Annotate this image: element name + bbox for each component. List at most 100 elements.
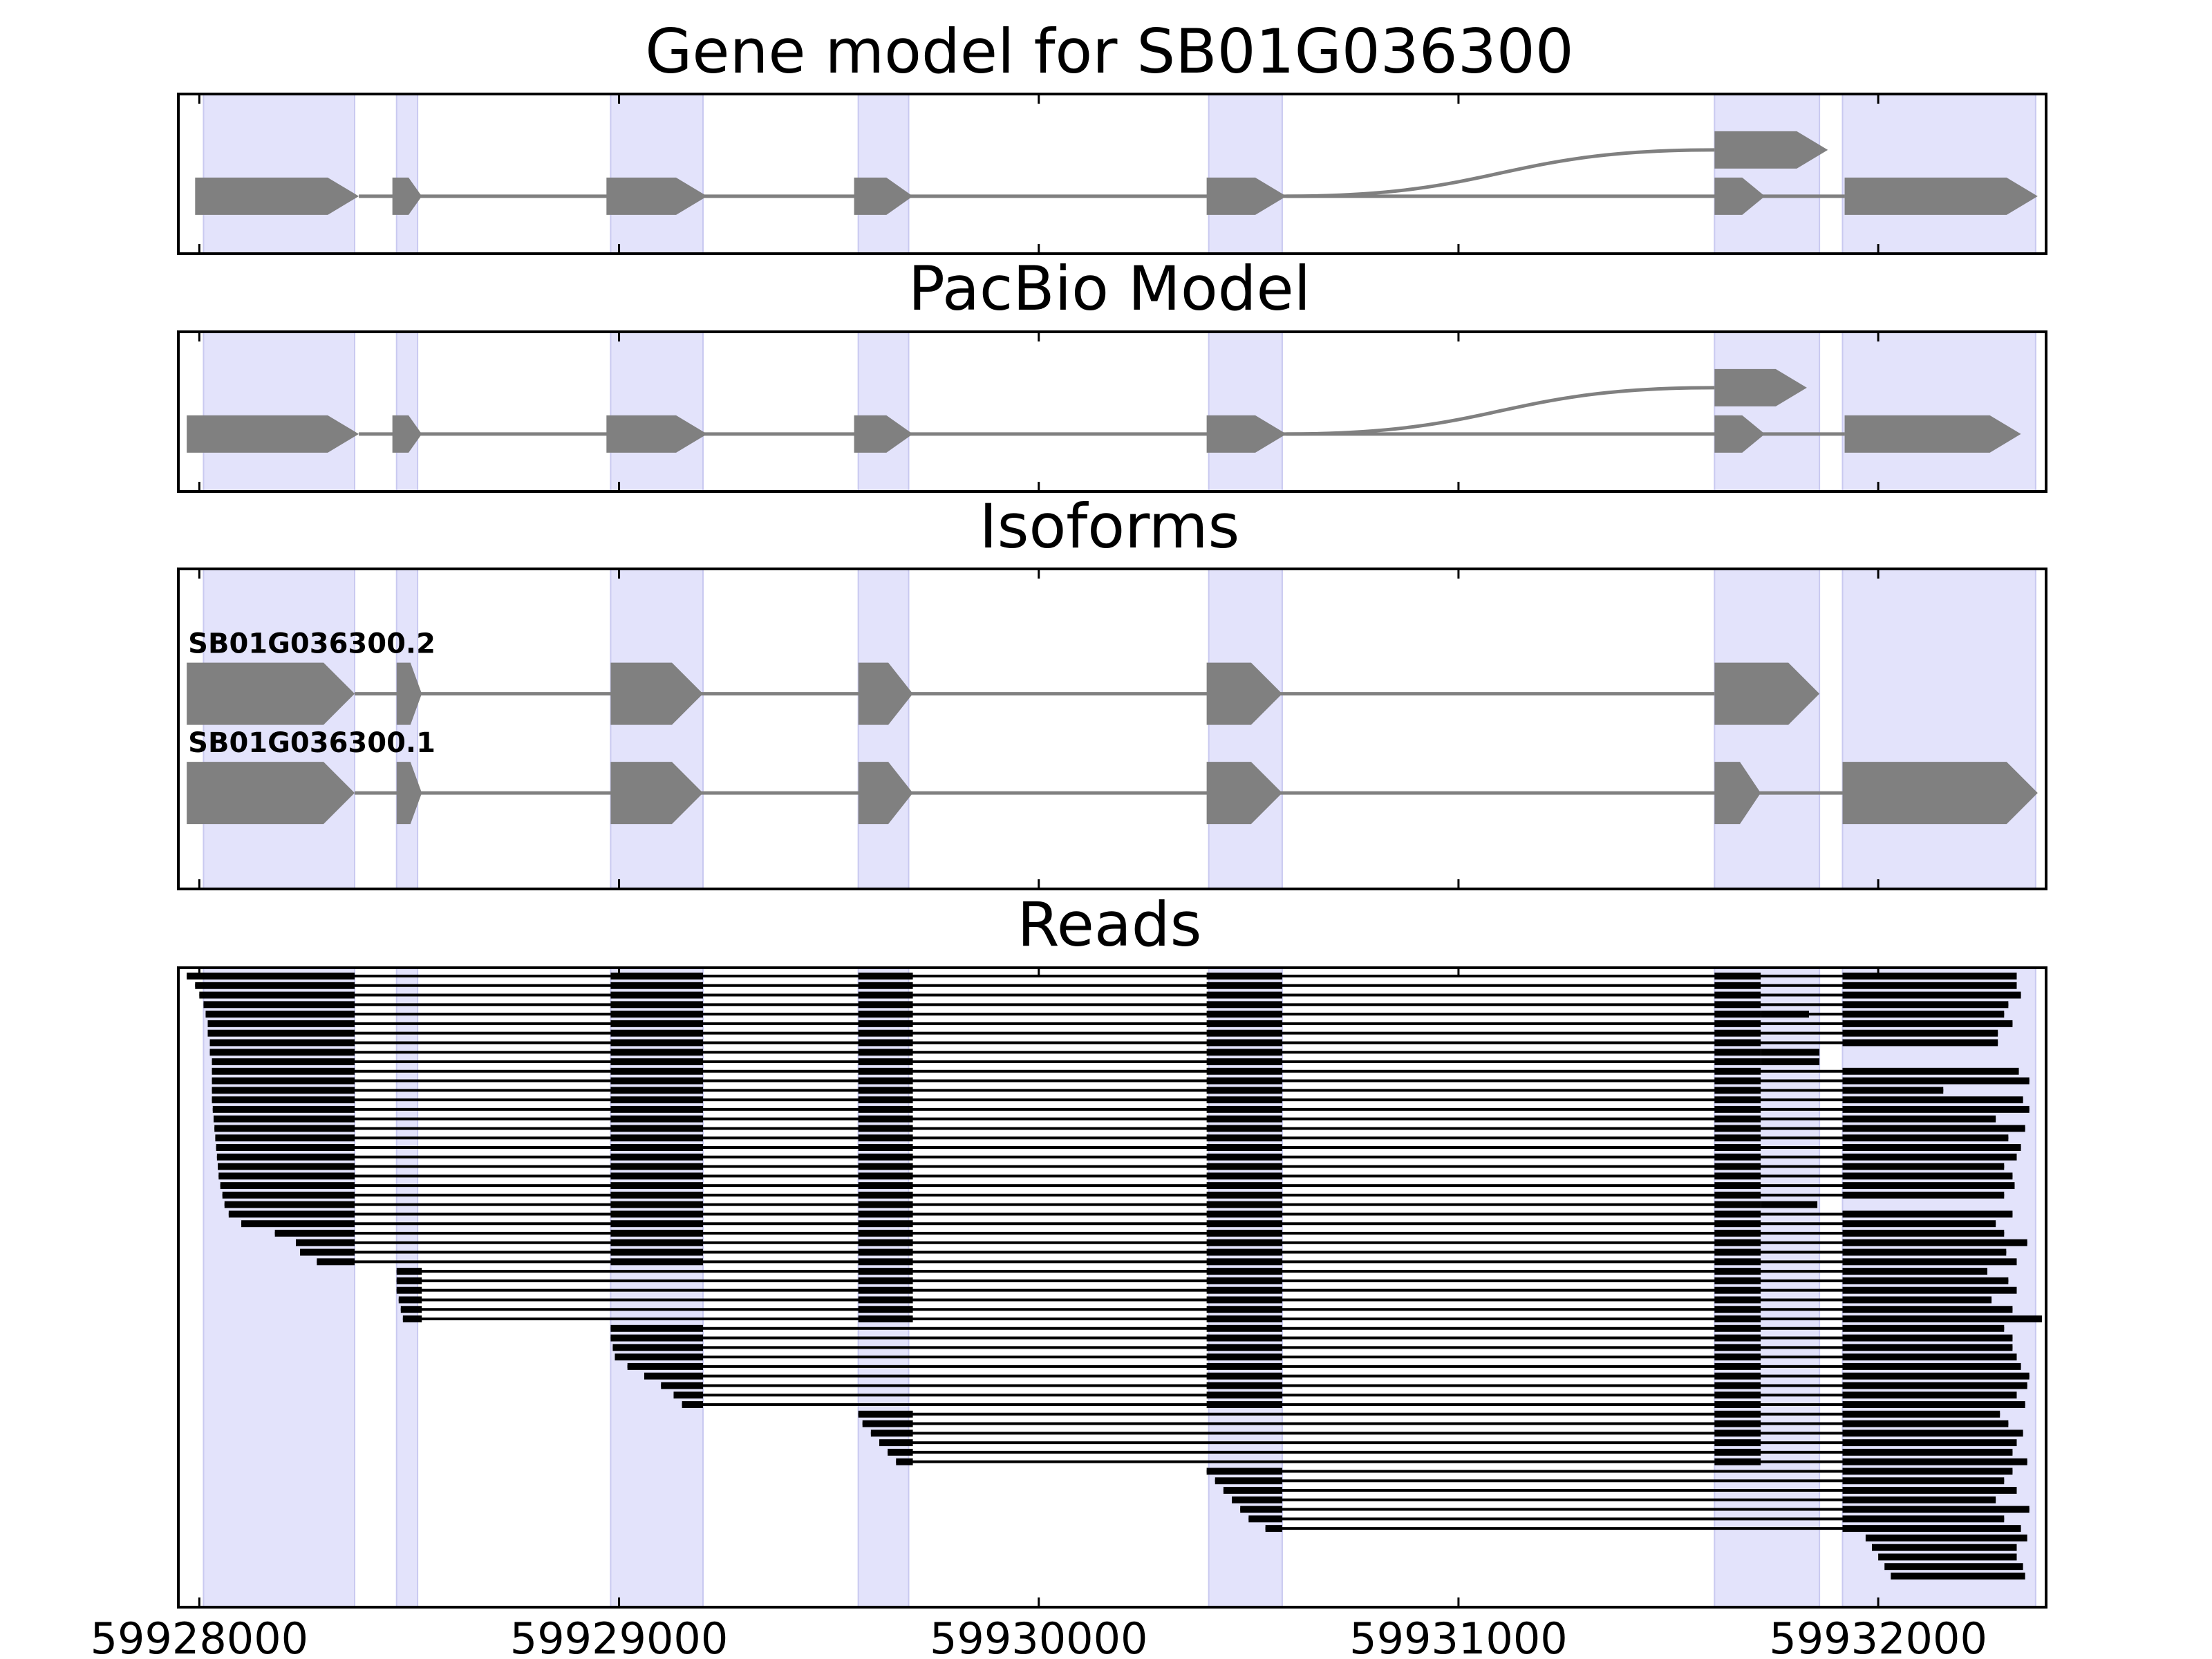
read-block-39-3 bbox=[1206, 1344, 1282, 1351]
read-block-11-1 bbox=[610, 1077, 703, 1085]
exon-1-0-5 bbox=[1714, 415, 1765, 453]
read-block-20-4 bbox=[1714, 1163, 1761, 1170]
read-block-last-51 bbox=[1842, 1458, 2027, 1465]
read-block-last-41 bbox=[1842, 1362, 2021, 1370]
read-block-38-4 bbox=[1714, 1334, 1761, 1342]
read-block-6-4 bbox=[1714, 1029, 1761, 1037]
alt-splice-curve-0 bbox=[1286, 148, 1715, 198]
read-block-20-3 bbox=[1206, 1163, 1282, 1170]
read-block-43-4 bbox=[1714, 1382, 1761, 1389]
read-block-first-42 bbox=[644, 1372, 703, 1380]
exon-band-2-4 bbox=[1208, 568, 1283, 890]
read-block-5-2 bbox=[858, 1020, 913, 1027]
read-block-5-4 bbox=[1714, 1020, 1761, 1027]
read-block-27-3 bbox=[1206, 1230, 1282, 1237]
exon-2-0-0 bbox=[187, 662, 355, 725]
read-block-8-2 bbox=[858, 1049, 913, 1056]
read-block-first-53 bbox=[1215, 1477, 1282, 1485]
read-block-last-40 bbox=[1842, 1353, 2017, 1361]
read-block-32-3 bbox=[1206, 1277, 1282, 1284]
read-block-first-41 bbox=[627, 1362, 703, 1370]
read-block-12-2 bbox=[858, 1087, 913, 1094]
read-block-first-26 bbox=[241, 1220, 355, 1228]
read-block-last-42 bbox=[1842, 1372, 2030, 1380]
read-alt-block-2 bbox=[1761, 1058, 1820, 1065]
read-block-18-4 bbox=[1714, 1144, 1761, 1151]
x-tick-label-1: 59929000 bbox=[510, 1613, 729, 1659]
read-block-last-5 bbox=[1842, 1020, 2013, 1027]
read-block-33-3 bbox=[1206, 1286, 1282, 1294]
read-block-first-24 bbox=[224, 1201, 355, 1208]
read-block-28-3 bbox=[1206, 1239, 1282, 1246]
read-block-first-55 bbox=[1232, 1496, 1282, 1503]
read-block-25-3 bbox=[1206, 1210, 1282, 1218]
read-block-last-36 bbox=[1842, 1315, 2042, 1322]
read-block-last-12 bbox=[1842, 1087, 1944, 1094]
read-block-first-14 bbox=[212, 1105, 355, 1113]
read-block-first-4 bbox=[205, 1011, 355, 1018]
read-block-last-57 bbox=[1842, 1515, 2005, 1523]
x-tick-labels: 59928000 59929000 59930000 59931000 59932000 bbox=[91, 1613, 1987, 1659]
exon-1-0-1 bbox=[392, 415, 422, 453]
axes-frame-1 bbox=[177, 330, 2047, 493]
exon-0-0-1 bbox=[392, 177, 422, 215]
panel-title-isoforms: Isoforms bbox=[980, 491, 1240, 562]
read-block-49-4 bbox=[1714, 1439, 1761, 1447]
axes-frame-0 bbox=[177, 93, 2047, 255]
read-block-last-54 bbox=[1842, 1487, 2017, 1494]
read-block-21-2 bbox=[858, 1172, 913, 1180]
tail-read-0 bbox=[1865, 1534, 2027, 1541]
exon-band-0-3 bbox=[857, 93, 910, 254]
exon-band-0-5 bbox=[1714, 93, 1821, 254]
tail-read-3 bbox=[1884, 1563, 2023, 1571]
exon-band-0-0 bbox=[203, 93, 356, 254]
read-block-29-1 bbox=[610, 1248, 703, 1256]
read-block-last-3 bbox=[1842, 1001, 2009, 1009]
read-block-last-48 bbox=[1842, 1430, 2023, 1437]
read-block-first-9 bbox=[212, 1058, 355, 1065]
read-block-15-1 bbox=[610, 1115, 703, 1123]
read-alt-block-3 bbox=[1761, 1201, 1818, 1208]
read-block-8-4 bbox=[1714, 1049, 1761, 1056]
read-block-10-4 bbox=[1714, 1067, 1761, 1075]
read-block-4-2 bbox=[858, 1011, 913, 1018]
exon-0-0-5 bbox=[1714, 177, 1765, 215]
read-block-last-47 bbox=[1842, 1420, 2009, 1427]
read-block-first-46 bbox=[858, 1410, 913, 1418]
read-block-15-4 bbox=[1714, 1115, 1761, 1123]
exon-0-0-0 bbox=[195, 177, 359, 215]
read-block-3-3 bbox=[1206, 1001, 1282, 1009]
exon-0-0-4 bbox=[1206, 177, 1286, 215]
read-block-38-3 bbox=[1206, 1334, 1282, 1342]
exon-1-0-6 bbox=[1844, 415, 2021, 453]
read-block-44-3 bbox=[1206, 1391, 1282, 1399]
read-block-6-1 bbox=[610, 1029, 703, 1037]
read-block-1-2 bbox=[858, 982, 913, 989]
read-block-6-3 bbox=[1206, 1029, 1282, 1037]
read-block-41-4 bbox=[1714, 1362, 1761, 1370]
exon-2-1-3 bbox=[858, 762, 913, 825]
read-block-3-2 bbox=[858, 1001, 913, 1009]
read-block-15-3 bbox=[1206, 1115, 1282, 1123]
read-block-1-4 bbox=[1714, 982, 1761, 989]
read-block-last-49 bbox=[1842, 1439, 2017, 1447]
tail-read-1 bbox=[1872, 1544, 2017, 1551]
read-block-first-30 bbox=[317, 1258, 355, 1266]
read-block-last-0 bbox=[1842, 973, 2017, 980]
read-block-first-29 bbox=[300, 1248, 355, 1256]
read-block-14-1 bbox=[610, 1105, 703, 1113]
exon-band-1-2 bbox=[610, 331, 704, 492]
read-block-last-33 bbox=[1842, 1286, 2017, 1294]
read-block-36-2 bbox=[858, 1315, 913, 1322]
panel-isoforms: SB01G036300.2 SB01G036300.1 bbox=[177, 568, 2047, 890]
read-block-12-1 bbox=[610, 1087, 703, 1094]
exon-band-2-6 bbox=[1841, 568, 2036, 890]
read-block-9-2 bbox=[858, 1058, 913, 1065]
read-block-first-47 bbox=[862, 1420, 913, 1427]
read-block-last-21 bbox=[1842, 1172, 2013, 1180]
read-block-16-3 bbox=[1206, 1125, 1282, 1132]
isoform-label-1: SB01G036300.1 bbox=[188, 727, 435, 759]
axes-frame-3 bbox=[177, 966, 2047, 1609]
exon-band-2-1 bbox=[395, 568, 419, 890]
